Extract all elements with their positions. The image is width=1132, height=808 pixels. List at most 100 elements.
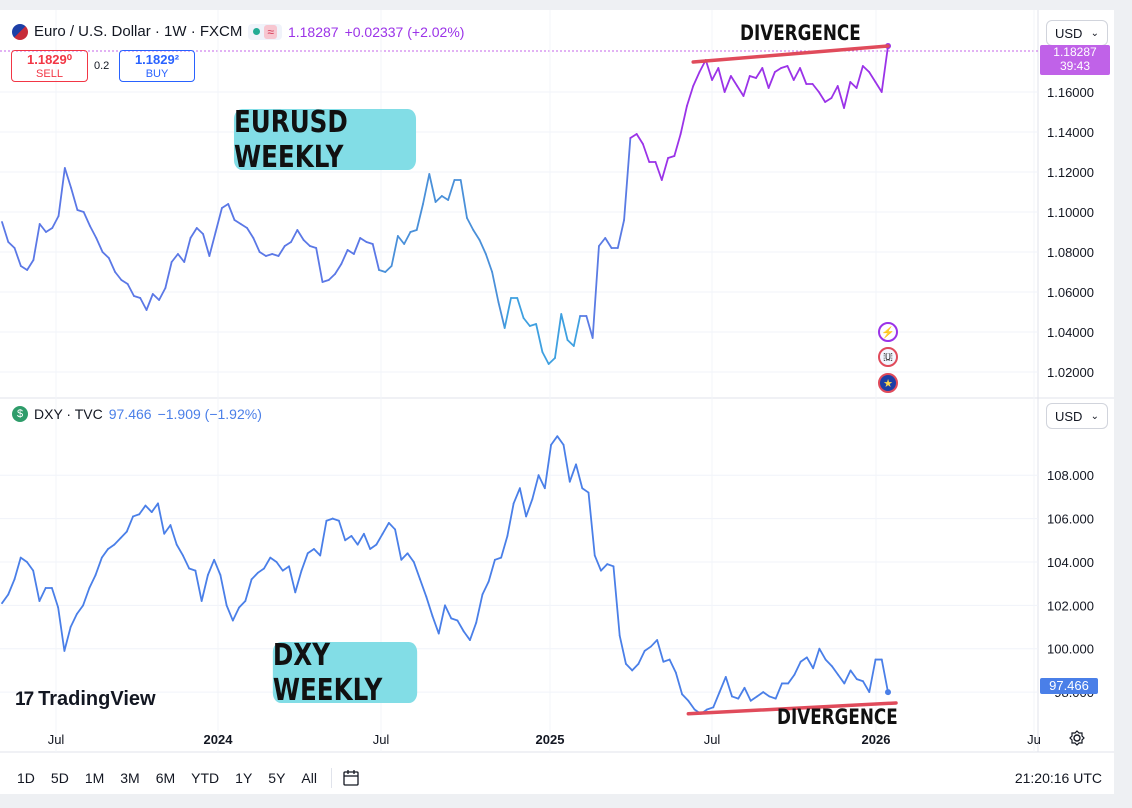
divergence-label-top[interactable]: DIVERGENCE (740, 21, 861, 45)
dxy-line-segment (406, 552, 415, 563)
watermark-text: TradingView (38, 688, 156, 710)
dxy-line-segment (674, 671, 683, 696)
dxy-callout[interactable]: DXY WEEKLY (272, 638, 418, 708)
chart-window: 1.02000 1.04000 1.06000 1.08000 1.10000 1.120… (0, 10, 1114, 794)
chevron-down-icon: ⌄ (1090, 410, 1099, 422)
dxy-line-segment (444, 604, 453, 620)
dxy-line-segment (756, 691, 765, 698)
eurusd-line-segment (547, 357, 556, 365)
sell-button[interactable]: 1.1829⁰ SELL (11, 50, 88, 82)
y-tick-label: 100.000 (1047, 642, 1094, 657)
dxy-line-segment (250, 571, 259, 581)
timeframe-button-1m[interactable]: 1M (84, 770, 105, 786)
eurusd-line-segment (32, 223, 41, 261)
dxy-line-segment (94, 556, 103, 576)
event-lightning-icon[interactable]: ⚡ (878, 322, 898, 342)
eurusd-flag-icon (12, 23, 28, 40)
dxy-line-segment (837, 673, 846, 685)
dxy-line-segment (381, 522, 390, 535)
timeframe-button-all[interactable]: All (301, 770, 317, 786)
divergence-trendline-top[interactable] (691, 44, 890, 64)
timeframe-button-ytd[interactable]: YTD (191, 770, 220, 786)
eurusd-line-segment (95, 237, 104, 253)
buy-button[interactable]: 1.1829² BUY (119, 50, 195, 82)
dxy-line-segment (712, 691, 721, 709)
y-tick-label: 1.12000 (1047, 165, 1094, 180)
timeframe-button-3m[interactable]: 3M (120, 770, 140, 786)
eurusd-line-segment (541, 351, 550, 365)
eurusd-line-segment (466, 217, 475, 231)
dxy-line-segment (668, 658, 677, 674)
eurusd-line-segment (422, 173, 431, 205)
dxy-line-segment (855, 678, 864, 683)
dxy-line-segment (288, 565, 297, 594)
eurusd-line-segment (616, 219, 625, 249)
dxy-line-segment (300, 552, 309, 572)
eurusd-line-segment (214, 207, 223, 233)
eurusd-line-segment (57, 167, 66, 217)
dxy-line-segment (306, 548, 315, 555)
eurusd-line-segment (208, 231, 217, 257)
eurusd-line-segment (874, 81, 883, 93)
dxy-line-segment (556, 435, 565, 446)
dxy-line-segment (656, 639, 665, 663)
dxy-line-segment (238, 600, 247, 609)
eurusd-line-segment (403, 231, 412, 245)
timeframe-button-5y[interactable]: 5Y (268, 770, 286, 786)
dxy-line-segment (593, 554, 602, 572)
dxy-line-segment (263, 556, 272, 570)
tradingview-watermark[interactable]: 17 TradingView (15, 688, 156, 711)
countdown: 39:43 (1059, 59, 1091, 73)
divergence-label-bottom[interactable]: DIVERGENCE (777, 705, 898, 729)
y-tick-label: 106.000 (1047, 512, 1094, 527)
dxy-line-segment (13, 556, 22, 581)
date-range-calendar-icon[interactable] (342, 769, 360, 787)
eurusd-line-segment (566, 339, 575, 347)
eurusd-callout[interactable]: EURUSD WEEKLY (233, 105, 417, 175)
eurusd-line-segment (315, 247, 324, 283)
eurusd-line-segment (711, 67, 720, 81)
dxy-line-segment (531, 474, 540, 500)
eu-flag-event-icon[interactable]: ★ (878, 373, 898, 393)
eurusd-line-segment (258, 251, 267, 257)
bottom-currency-select[interactable]: USD ⌄ (1046, 403, 1108, 429)
top-currency-select[interactable]: USD ⌄ (1046, 20, 1108, 46)
dxy-line-segment (412, 561, 421, 581)
dxy-symbol-title[interactable]: DXY · TVC (34, 406, 103, 422)
timeframe-button-5d[interactable]: 5D (50, 770, 69, 786)
buy-label: BUY (145, 68, 169, 80)
divergence-trendline-bottom[interactable] (686, 701, 898, 716)
clock[interactable]: 21:20:16 UTC (1014, 770, 1102, 786)
dxy-price-tag: 97.466 (1040, 678, 1098, 694)
dxy-line-segment (687, 699, 696, 711)
dxy-line-segment (200, 574, 209, 602)
timeframe-button-6m[interactable]: 6M (155, 770, 176, 786)
eurusd-line-segment (239, 223, 248, 229)
eurusd-line-segment (7, 241, 16, 249)
timeframe-button-1d[interactable]: 1D (17, 770, 35, 786)
dxy-line-segment (344, 535, 353, 542)
timeframe-button-1y[interactable]: 1Y (235, 770, 253, 786)
dxy-line-segment (450, 617, 459, 622)
dxy-line-segment (812, 647, 821, 670)
dxy-line-segment (369, 543, 378, 550)
symbol-title[interactable]: Euro / U.S. Dollar · 1W · FXCM (34, 23, 243, 40)
us-flag-event-icon[interactable]: 🇺 (878, 347, 898, 367)
x-tick-label: 2025 (536, 732, 565, 747)
eurusd-line-segment (830, 85, 839, 99)
eurusd-line-segment (572, 315, 581, 347)
chart-canvas[interactable]: 1.02000 1.04000 1.06000 1.08000 1.10000 1.120… (0, 10, 1114, 794)
eurusd-line-segment (817, 91, 827, 103)
dxy-line-segment (213, 558, 222, 576)
dxy-line-segment (805, 656, 815, 670)
status-icons[interactable]: ≈ (248, 23, 282, 40)
eurusd-line-segment (359, 237, 368, 243)
settings-gear-icon[interactable] (1069, 730, 1085, 746)
dollar-icon: $ (12, 406, 28, 422)
eurusd-line-segment (723, 75, 732, 93)
eurusd-line-segment (164, 261, 173, 289)
dxy-line-segment (132, 513, 141, 518)
dxy-line-segment (612, 565, 621, 637)
dxy-line-segment (69, 613, 78, 628)
eurusd-line-segment (114, 271, 123, 281)
